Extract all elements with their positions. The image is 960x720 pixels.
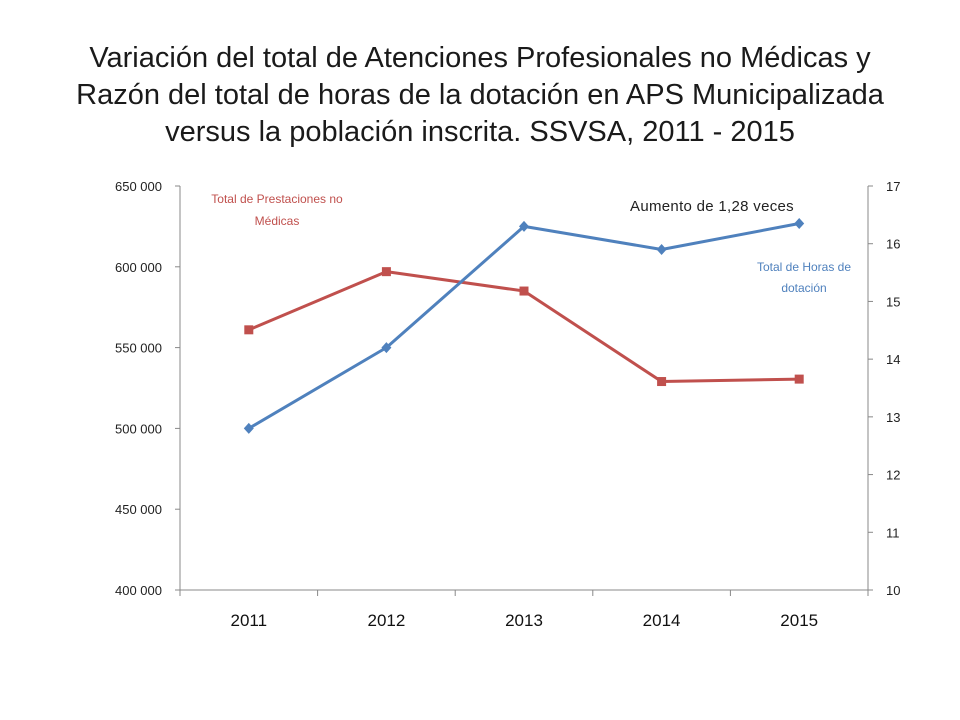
right-axis-tick-label: 11 bbox=[886, 525, 900, 540]
chart-title: Variación del total de Atenciones Profes… bbox=[40, 40, 920, 151]
chart-axes: 400 000 450 000 500 000 550 000 600 000 650 0… bbox=[115, 179, 900, 630]
prestaciones-data-point bbox=[657, 377, 667, 387]
horas-data-point bbox=[243, 422, 254, 434]
horas-data-point bbox=[381, 342, 392, 354]
right-axis-tick-label: 10 bbox=[886, 583, 900, 598]
right-axis-tick-label: 12 bbox=[886, 468, 900, 483]
horas-data-point bbox=[794, 218, 805, 230]
x-axis-tick-label: 2012 bbox=[367, 611, 405, 630]
chart-title-line-3: versus la población inscrita. SSVSA, 201… bbox=[165, 116, 795, 148]
prestaciones-data-point bbox=[794, 374, 804, 384]
prestaciones-data-point bbox=[519, 286, 529, 296]
horas-series-label-line-1: Total de Horas de bbox=[757, 260, 851, 274]
chart-series bbox=[243, 218, 805, 434]
left-axis-tick-label: 500 000 bbox=[115, 421, 162, 436]
prestaciones-data-point bbox=[381, 267, 391, 277]
right-axis-tick-label: 17 bbox=[886, 179, 900, 194]
right-axis-tick-label: 13 bbox=[886, 410, 900, 425]
right-axis-tick-label: 15 bbox=[886, 294, 900, 309]
x-axis-tick-label: 2015 bbox=[780, 611, 818, 630]
x-axis-tick-label: 2011 bbox=[231, 611, 268, 630]
x-axis-tick-label: 2013 bbox=[505, 611, 543, 630]
left-axis-tick-label: 400 000 bbox=[115, 583, 162, 598]
chart-title-line-1: Variación del total de Atenciones Profes… bbox=[89, 42, 871, 74]
increase-note: Aumento de 1,28 veces bbox=[630, 198, 794, 215]
left-axis-tick-label: 600 000 bbox=[115, 260, 162, 275]
prestaciones-series-label-line-1: Total de Prestaciones no bbox=[211, 192, 343, 206]
right-axis-tick-label: 16 bbox=[886, 237, 900, 252]
prestaciones-data-point bbox=[244, 325, 254, 335]
chart-title-line-2: Razón del total de horas de la dotación … bbox=[76, 79, 884, 111]
horas-series-label-line-2: dotación bbox=[781, 281, 826, 295]
x-axis-tick-label: 2014 bbox=[643, 611, 681, 630]
horas-series-line bbox=[248, 222, 800, 430]
horas-data-point bbox=[519, 220, 529, 232]
left-axis-tick-label: 650 000 bbox=[115, 179, 162, 194]
left-axis-tick-label: 450 000 bbox=[115, 502, 162, 517]
right-axis-tick-label: 14 bbox=[886, 352, 900, 367]
horas-data-point bbox=[656, 243, 667, 255]
left-axis-tick-label: 550 000 bbox=[115, 341, 162, 356]
chart-annotations: Total de Prestaciones no Médicas Total d… bbox=[211, 192, 851, 295]
prestaciones-series-label-line-2: Médicas bbox=[255, 214, 300, 228]
